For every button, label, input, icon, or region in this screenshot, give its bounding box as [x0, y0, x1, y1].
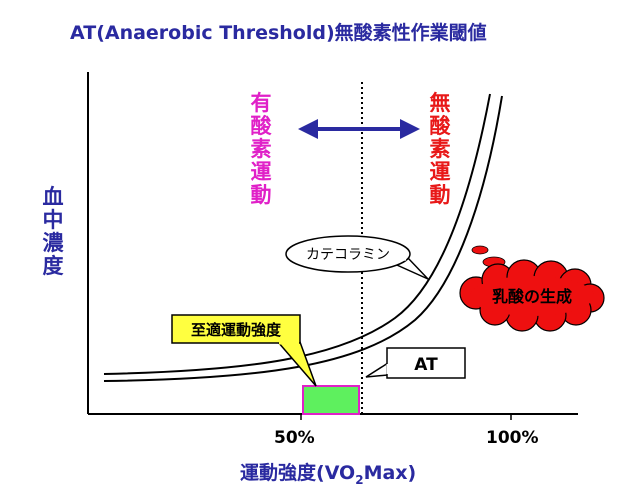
optimal-callout-text: 至適運動強度	[191, 321, 282, 339]
x-axis-label: 運動強度(VO2Max)	[240, 458, 416, 487]
at-callout-text: AT	[414, 355, 438, 375]
catecholamine-text: カテコラミン	[306, 247, 390, 263]
at-callout: AT	[365, 347, 466, 379]
x-axis-label-suffix: Max)	[363, 462, 417, 484]
x-tick-label-100: 100%	[486, 428, 539, 448]
lactate-text: 乳酸の生成	[492, 287, 572, 306]
y-axis-label: 血中濃度	[42, 185, 64, 278]
upper-curve	[103, 93, 491, 375]
x-axis-label-vo: VO	[324, 462, 356, 484]
x-axis-label-sub: 2	[355, 472, 364, 487]
optimal-zone-box	[302, 385, 360, 415]
aerobic-zone-label: 有酸素運動	[250, 91, 272, 207]
catecholamine-callout: カテコラミン	[285, 235, 429, 280]
lactate-cloud-callout: 乳酸の生成	[459, 245, 605, 332]
diagram-title: AT(Anaerobic Threshold)無酸素性作業閾値	[70, 22, 487, 44]
anaerobic-zone-label: 無酸素運動	[429, 91, 451, 207]
double-arrow	[298, 119, 420, 139]
x-tick-label-50: 50%	[274, 428, 315, 448]
lower-curve	[103, 95, 503, 382]
optimal-callout: 至適運動強度	[171, 314, 317, 387]
x-axis-label-prefix: 運動強度(	[240, 462, 325, 484]
